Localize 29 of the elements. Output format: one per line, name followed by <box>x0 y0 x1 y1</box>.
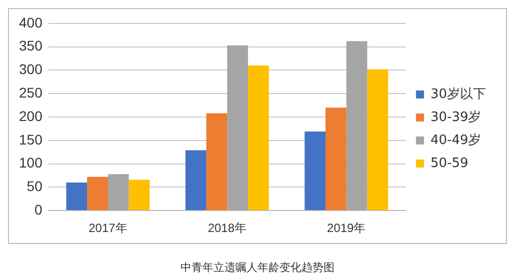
bar <box>185 150 206 210</box>
bar <box>227 45 248 210</box>
y-tick-label: 200 <box>19 108 43 124</box>
x-tick-label: 2017年 <box>88 221 128 236</box>
y-tick-label: 50 <box>26 178 43 194</box>
bar <box>128 180 150 210</box>
y-tick-label: 300 <box>19 61 43 78</box>
bar <box>304 132 326 210</box>
y-tick-label: 0 <box>34 201 43 218</box>
bar <box>206 113 228 210</box>
bar <box>66 182 88 210</box>
bar <box>87 176 108 210</box>
y-tick-label: 400 <box>19 14 43 30</box>
bar <box>248 66 269 210</box>
legend-label: 40-49岁 <box>430 132 482 148</box>
bar <box>346 41 368 210</box>
y-tick-label: 250 <box>19 84 43 100</box>
y-tick-label: 350 <box>19 38 43 54</box>
legend-label: 30-39岁 <box>430 110 482 125</box>
x-tick-label: 2018年 <box>208 221 247 236</box>
bar <box>326 108 346 210</box>
x-tick-label: 2019年 <box>327 221 366 236</box>
text: 中青年立遗嘱人年龄变化趋势图 <box>180 260 336 275</box>
y-tick-label: 100 <box>19 154 43 171</box>
y-tick-label: 150 <box>19 131 43 148</box>
bar <box>367 69 388 210</box>
bar <box>108 174 129 210</box>
legend-label: 30岁以下 <box>430 86 486 102</box>
legend-label: 50-59 <box>430 156 468 171</box>
